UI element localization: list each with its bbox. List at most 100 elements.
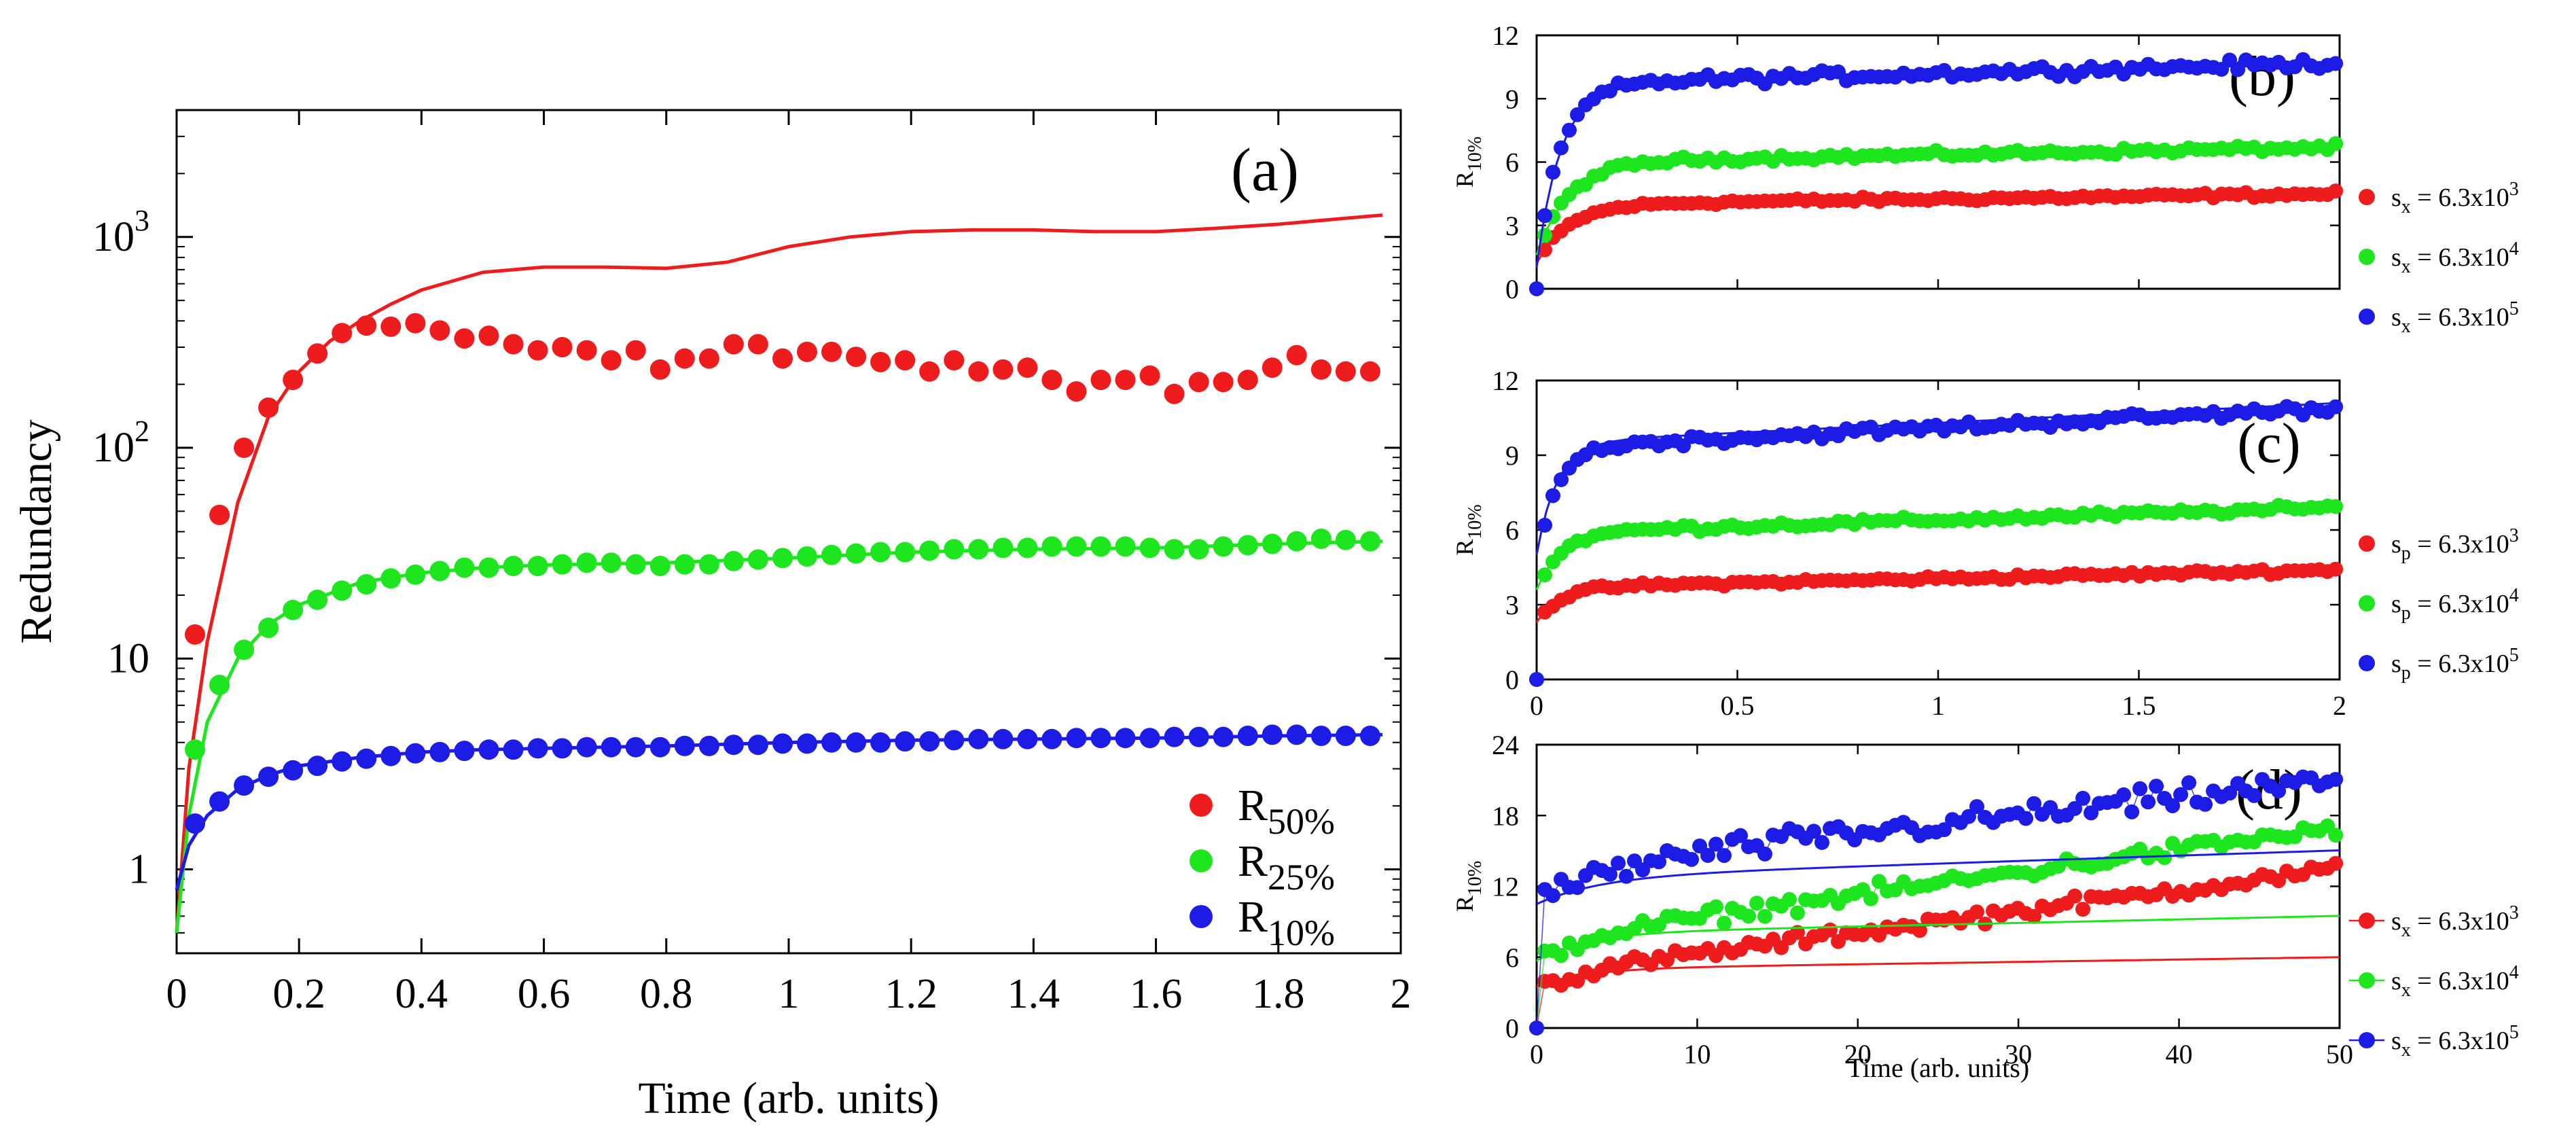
legend-sub: x [2401, 1040, 2411, 1061]
y-tick-label: 0 [1505, 1013, 1519, 1044]
data-point-10 [747, 734, 768, 756]
legend-marker [1189, 849, 1213, 872]
data-point-50 [895, 350, 916, 371]
y-axis-label-base: R [1451, 171, 1478, 188]
data-point-10 [601, 737, 622, 758]
data-point [1961, 809, 1976, 824]
data-point [2181, 775, 2197, 790]
data-point-25 [185, 739, 205, 760]
legend-var: s [2391, 183, 2401, 212]
legend-text: = 6.3x10 [2411, 907, 2509, 936]
y-tick-label: 12 [1492, 366, 1519, 396]
data-point-10 [1360, 726, 1380, 746]
data-point-10 [283, 760, 304, 781]
x-tick-label: 0.8 [640, 971, 693, 1017]
y-tick-exp: 3 [135, 204, 149, 237]
data-point-25 [772, 548, 793, 569]
data-point-10 [478, 739, 499, 760]
data-point-25 [1188, 539, 1209, 560]
data-point-25 [723, 550, 744, 571]
data-point-10 [1017, 728, 1038, 749]
data-point-50 [1262, 357, 1283, 378]
data-point-50 [1066, 381, 1087, 402]
data-point-10 [1213, 726, 1234, 747]
x-axis-label: Time (arb. units) [638, 1074, 939, 1123]
data-point [2132, 781, 2148, 796]
legend-exp: 4 [2509, 585, 2519, 606]
data-point-10 [1090, 728, 1111, 749]
fit-line [1536, 915, 2340, 962]
data-point [2247, 787, 2262, 803]
panel-label: (a) [1231, 137, 1299, 204]
data-point-25 [625, 554, 646, 575]
legend-marker [1189, 794, 1213, 817]
legend-text: = 6.3x10 [2411, 967, 2509, 995]
data-point-25 [895, 542, 916, 563]
data-point-10 [649, 737, 670, 758]
data-point-25 [992, 537, 1014, 559]
data-point-25 [698, 554, 719, 575]
data-point-50 [576, 340, 597, 361]
data-point-50 [185, 624, 205, 645]
data-point [1863, 891, 1878, 906]
data-point-25 [1286, 531, 1307, 552]
x-tick-label: 20 [1844, 1039, 1872, 1069]
y-axis-label-sub: 10% [1465, 137, 1486, 171]
x-tick-label: 1 [779, 971, 800, 1017]
legend-exp: 4 [2509, 962, 2519, 983]
data-point-50 [846, 347, 867, 368]
data-point-25 [454, 557, 475, 578]
data-point [2328, 828, 2344, 843]
legend-text: = 6.3x10 [2411, 1027, 2509, 1055]
data-point-50 [527, 340, 548, 361]
data-point [1562, 122, 1577, 138]
data-point-10 [821, 732, 842, 753]
data-point-50 [870, 351, 891, 372]
data-point-50 [625, 340, 646, 361]
data-point-10 [846, 732, 867, 753]
x-tick-label: 0.4 [395, 971, 448, 1017]
data-point-25 [429, 561, 450, 582]
data-point-25 [405, 564, 426, 585]
legend-text: = 6.3x10 [2411, 243, 2509, 272]
data-connector [1536, 776, 2336, 1029]
legend-var: s [2391, 530, 2401, 559]
y-tick-label: 6 [1505, 515, 1519, 546]
data-point [2328, 499, 2344, 514]
y-axis-label-sub: 10% [1465, 861, 1486, 896]
y-tick-label: 1 [128, 847, 149, 893]
plot-frame [175, 109, 1402, 955]
data-point [2328, 772, 2344, 787]
legend-label: sp = 6.3x103 [2391, 525, 2519, 564]
legend-label-sub: 50% [1268, 801, 1335, 842]
data-point [1537, 518, 1552, 533]
data-point-25 [1017, 537, 1038, 559]
y-axis-label-sub: 10% [1465, 504, 1486, 539]
data-point [1969, 904, 1984, 920]
data-point-25 [356, 574, 377, 595]
legend-marker [2359, 249, 2375, 265]
x-tick-label: 40 [2166, 1039, 2193, 1069]
legend-sub: p [2401, 662, 2411, 684]
data-point-25 [1115, 536, 1136, 557]
data-point-10 [454, 741, 475, 762]
data-point [2075, 790, 2091, 806]
y-axis-label: R10% [1451, 504, 1486, 555]
data-point-50 [1090, 370, 1111, 391]
data-point [1774, 940, 1789, 955]
legend-label: sx = 6.3x103 [2391, 179, 2519, 217]
y-tick-label: 3 [1505, 590, 1519, 620]
legend-label: R50% [1238, 781, 1335, 842]
data-point [2067, 888, 2083, 904]
legend-sub: x [2401, 920, 2411, 941]
legend-label: R25% [1238, 836, 1335, 898]
x-tick-label: 30 [2005, 1039, 2032, 1069]
data-point-25 [1090, 536, 1111, 557]
legend-text: = 6.3x10 [2411, 303, 2509, 332]
legend-sub: x [2401, 316, 2411, 337]
data-point [2067, 801, 2083, 816]
data-point-50 [992, 359, 1014, 380]
legend-label: sx = 6.3x104 [2391, 238, 2519, 277]
data-point-25 [258, 618, 279, 638]
data-point [1611, 855, 1626, 871]
